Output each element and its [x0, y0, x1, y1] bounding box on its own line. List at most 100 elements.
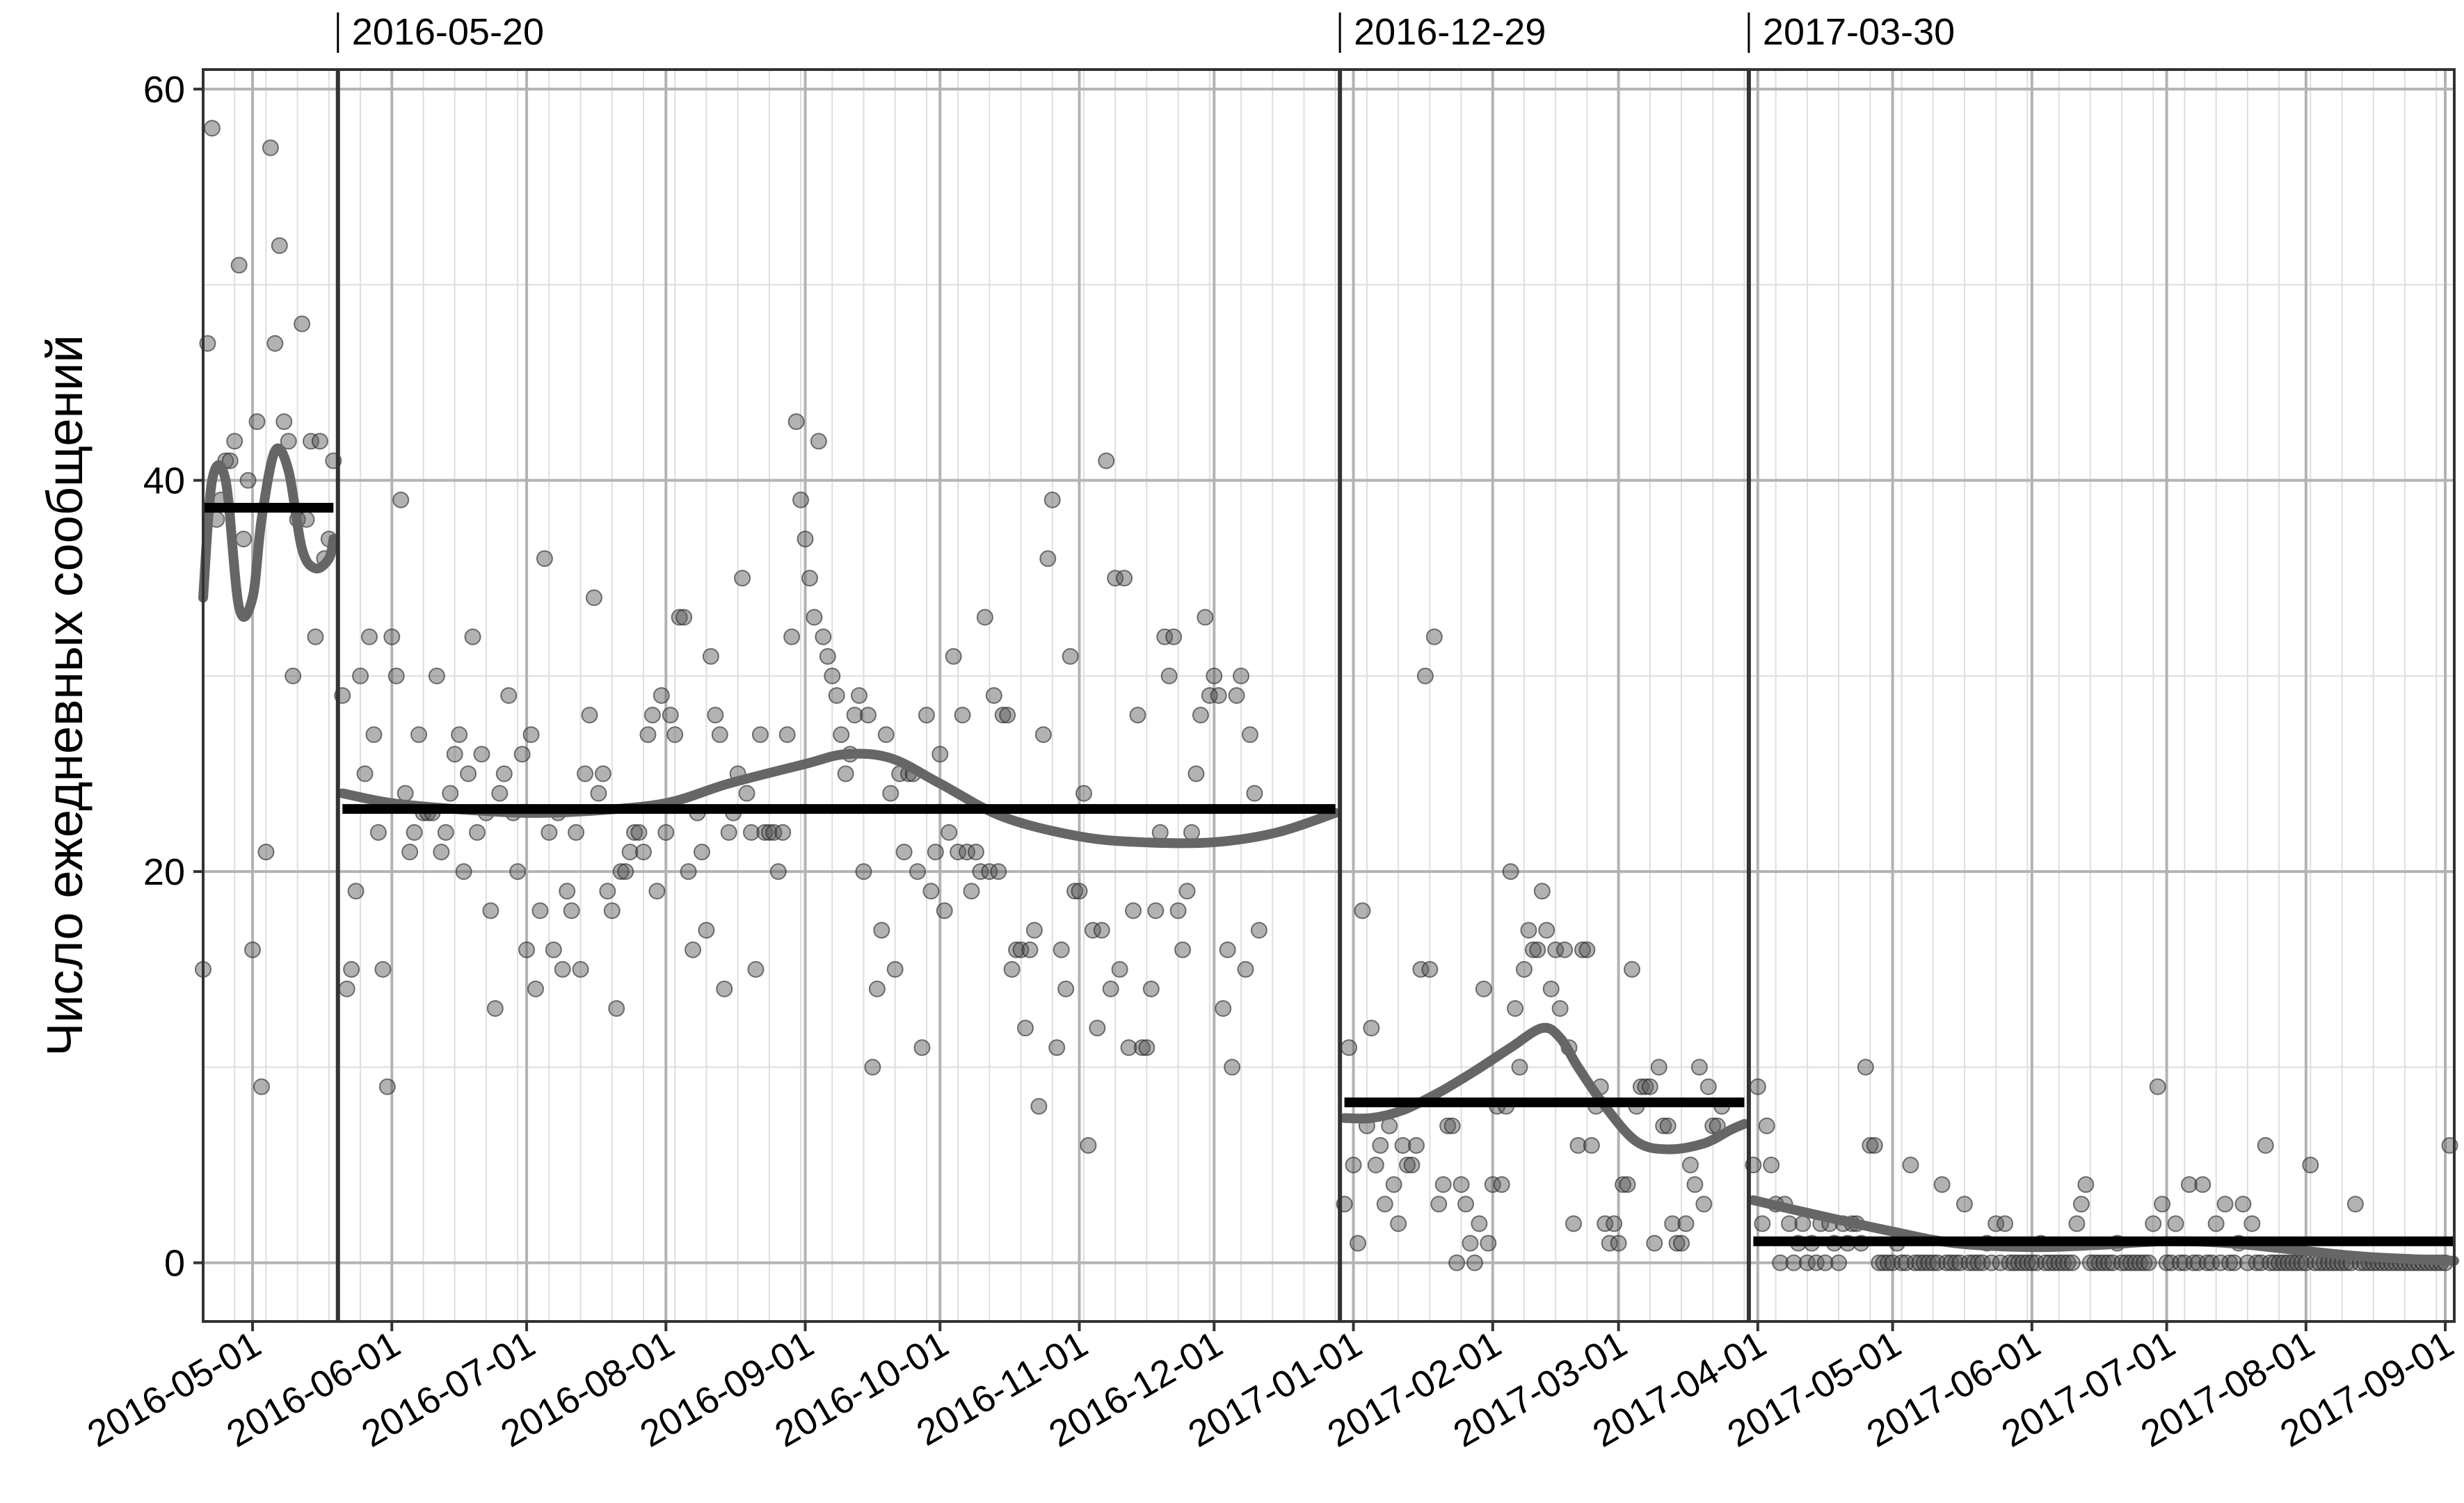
data-points — [195, 120, 2458, 1271]
data-point — [1201, 687, 1218, 704]
data-point — [1057, 980, 1075, 997]
data-point — [2346, 1196, 2364, 1213]
segment-means — [203, 503, 2454, 1246]
data-point — [1165, 628, 1183, 645]
data-point — [2158, 1254, 2175, 1271]
data-point — [1893, 1254, 1910, 1271]
data-point — [1111, 961, 1128, 978]
data-point — [685, 941, 702, 958]
data-point — [1246, 785, 1263, 802]
data-point — [1699, 1078, 1717, 1095]
data-point — [303, 433, 320, 450]
data-point — [1156, 628, 1174, 645]
data-point — [374, 961, 392, 978]
data-point — [2006, 1254, 2023, 1271]
data-point — [1250, 922, 1267, 939]
data-point — [1448, 1254, 1466, 1271]
data-point — [1025, 922, 1043, 939]
data-point — [1457, 1196, 1475, 1213]
y-tick-label: 40 — [143, 460, 185, 502]
data-point — [675, 609, 693, 626]
data-point — [1601, 1235, 1618, 1252]
y-tick-label: 60 — [143, 69, 185, 111]
data-point — [2063, 1254, 2081, 1271]
data-point — [253, 1078, 270, 1095]
data-point — [959, 844, 976, 860]
data-point — [833, 726, 850, 744]
data-point — [2113, 1254, 2131, 1271]
data-point — [1349, 1235, 1366, 1252]
data-point — [1529, 941, 1546, 958]
data-point — [2122, 1254, 2139, 1271]
data-point — [1385, 1176, 1402, 1193]
data-point — [855, 863, 872, 881]
data-point — [1484, 1176, 1501, 1193]
data-point — [1690, 1059, 1708, 1076]
data-point — [963, 883, 980, 900]
data-point — [1816, 1254, 1834, 1271]
data-point — [356, 765, 374, 782]
data-point — [1345, 1157, 1362, 1173]
data-point — [1071, 883, 1088, 900]
data-point — [2239, 1254, 2256, 1271]
data-point — [1507, 1000, 1524, 1017]
data-point — [1215, 1000, 1232, 1017]
data-point — [1116, 570, 1133, 587]
data-point — [2189, 1254, 2207, 1271]
data-point — [2099, 1254, 2117, 1271]
data-point — [1394, 1136, 1411, 1154]
data-point — [1160, 667, 1178, 684]
data-point — [702, 648, 719, 665]
data-point — [751, 726, 769, 744]
data-point — [1341, 1039, 1358, 1056]
data-point — [1974, 1254, 1991, 1271]
data-point — [2180, 1176, 2198, 1193]
data-point — [1880, 1254, 1897, 1271]
data-point — [2167, 1215, 2184, 1232]
data-point — [1902, 1157, 1919, 1173]
data-point — [2243, 1215, 2261, 1232]
data-point — [1233, 667, 1250, 684]
data-point — [918, 707, 935, 724]
data-point — [1039, 550, 1057, 568]
data-point — [1407, 1136, 1425, 1154]
data-point — [491, 785, 509, 802]
data-point — [2262, 1254, 2279, 1271]
data-point — [2194, 1176, 2211, 1193]
data-point — [2077, 1176, 2095, 1193]
data-point — [1754, 1215, 1771, 1232]
data-point — [1183, 823, 1200, 841]
data-point — [1798, 1254, 1816, 1271]
data-point — [945, 648, 962, 665]
data-point — [347, 883, 365, 900]
data-point — [1017, 1020, 1034, 1037]
breakpoint-label: 2017-03-30 — [1763, 11, 1955, 53]
data-point — [662, 707, 679, 724]
data-point — [873, 922, 890, 939]
data-point — [248, 413, 266, 431]
data-point — [976, 609, 993, 626]
data-point — [203, 120, 221, 137]
data-point — [797, 531, 814, 547]
data-point — [666, 726, 684, 744]
data-point — [594, 765, 611, 782]
data-point — [2028, 1254, 2045, 1271]
data-point — [1107, 570, 1124, 587]
data-point — [1421, 961, 1439, 978]
data-point — [2257, 1136, 2274, 1154]
data-point — [950, 844, 967, 860]
data-point — [1983, 1254, 2000, 1271]
data-point — [482, 902, 499, 919]
data-point — [1147, 902, 1165, 919]
data-point — [2154, 1196, 2171, 1213]
data-point — [634, 844, 652, 860]
data-point — [1704, 1117, 1722, 1134]
data-point — [1951, 1254, 1969, 1271]
data-point — [1197, 609, 1214, 626]
data-point — [815, 628, 832, 645]
data-point — [1862, 1136, 1879, 1154]
data-point — [1915, 1254, 1933, 1271]
data-point — [1960, 1254, 1978, 1271]
data-point — [285, 667, 302, 684]
data-point — [1434, 1176, 1452, 1193]
